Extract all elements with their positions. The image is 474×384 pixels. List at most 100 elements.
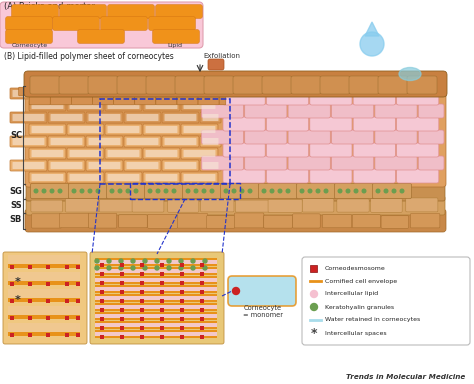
FancyBboxPatch shape xyxy=(25,83,446,187)
FancyBboxPatch shape xyxy=(182,184,221,199)
FancyBboxPatch shape xyxy=(292,214,320,228)
Bar xyxy=(180,334,184,339)
FancyBboxPatch shape xyxy=(188,87,209,96)
FancyBboxPatch shape xyxy=(60,5,107,18)
FancyBboxPatch shape xyxy=(51,90,82,97)
FancyBboxPatch shape xyxy=(337,199,369,212)
FancyBboxPatch shape xyxy=(146,150,177,157)
FancyBboxPatch shape xyxy=(124,136,161,147)
FancyBboxPatch shape xyxy=(168,200,199,212)
Circle shape xyxy=(148,189,152,193)
Circle shape xyxy=(131,266,135,270)
FancyBboxPatch shape xyxy=(30,76,60,94)
FancyBboxPatch shape xyxy=(67,148,104,159)
FancyBboxPatch shape xyxy=(264,215,292,228)
FancyBboxPatch shape xyxy=(331,130,374,144)
Circle shape xyxy=(324,189,328,193)
FancyBboxPatch shape xyxy=(145,184,183,199)
FancyBboxPatch shape xyxy=(166,87,187,96)
FancyBboxPatch shape xyxy=(10,136,47,147)
Circle shape xyxy=(134,189,138,193)
FancyBboxPatch shape xyxy=(82,87,103,96)
Bar xyxy=(95,323,217,326)
Circle shape xyxy=(362,189,366,193)
Circle shape xyxy=(186,189,190,193)
FancyBboxPatch shape xyxy=(156,96,177,105)
FancyBboxPatch shape xyxy=(50,96,71,105)
FancyBboxPatch shape xyxy=(108,126,139,133)
FancyBboxPatch shape xyxy=(181,148,218,159)
Circle shape xyxy=(233,288,239,295)
FancyBboxPatch shape xyxy=(29,100,66,111)
Bar xyxy=(76,316,80,320)
Bar xyxy=(100,298,104,303)
Bar xyxy=(95,286,217,291)
FancyBboxPatch shape xyxy=(31,174,64,181)
FancyBboxPatch shape xyxy=(375,156,417,170)
FancyBboxPatch shape xyxy=(418,104,444,118)
FancyBboxPatch shape xyxy=(89,213,117,228)
Circle shape xyxy=(202,189,206,193)
FancyBboxPatch shape xyxy=(29,148,66,159)
FancyBboxPatch shape xyxy=(371,199,402,212)
Bar xyxy=(140,271,144,275)
FancyBboxPatch shape xyxy=(353,169,395,183)
FancyBboxPatch shape xyxy=(108,150,139,157)
FancyBboxPatch shape xyxy=(67,124,104,135)
FancyBboxPatch shape xyxy=(107,184,146,199)
Text: Intercellular lipid: Intercellular lipid xyxy=(325,291,378,296)
FancyBboxPatch shape xyxy=(223,143,265,157)
FancyBboxPatch shape xyxy=(200,88,221,99)
FancyBboxPatch shape xyxy=(114,96,135,105)
Bar xyxy=(65,282,69,286)
FancyBboxPatch shape xyxy=(320,76,350,94)
FancyBboxPatch shape xyxy=(310,143,352,157)
FancyBboxPatch shape xyxy=(353,117,395,131)
FancyBboxPatch shape xyxy=(164,162,196,169)
FancyBboxPatch shape xyxy=(410,214,440,228)
FancyBboxPatch shape xyxy=(201,104,244,118)
Text: Intercellular spaces: Intercellular spaces xyxy=(325,331,387,336)
Bar xyxy=(46,299,50,303)
Bar xyxy=(76,299,80,303)
FancyBboxPatch shape xyxy=(181,172,218,183)
FancyBboxPatch shape xyxy=(353,91,395,105)
FancyBboxPatch shape xyxy=(114,78,135,87)
Bar xyxy=(100,326,104,329)
Circle shape xyxy=(96,189,100,193)
Bar xyxy=(160,290,164,293)
Bar xyxy=(95,336,217,338)
Bar xyxy=(140,326,144,329)
FancyBboxPatch shape xyxy=(164,114,196,121)
Circle shape xyxy=(194,189,198,193)
FancyBboxPatch shape xyxy=(146,102,177,109)
FancyBboxPatch shape xyxy=(29,124,66,135)
FancyBboxPatch shape xyxy=(175,76,205,94)
FancyBboxPatch shape xyxy=(407,76,437,94)
Circle shape xyxy=(164,189,168,193)
Bar xyxy=(100,280,104,285)
FancyBboxPatch shape xyxy=(375,104,417,118)
Bar xyxy=(160,271,164,275)
FancyBboxPatch shape xyxy=(162,136,199,147)
FancyBboxPatch shape xyxy=(70,150,101,157)
FancyBboxPatch shape xyxy=(155,5,202,18)
Circle shape xyxy=(143,259,147,263)
FancyBboxPatch shape xyxy=(397,91,439,105)
FancyBboxPatch shape xyxy=(200,136,221,147)
Bar xyxy=(140,316,144,321)
Bar xyxy=(8,306,80,315)
Bar xyxy=(8,281,80,285)
Bar xyxy=(180,298,184,303)
FancyBboxPatch shape xyxy=(201,130,244,144)
FancyBboxPatch shape xyxy=(288,104,330,118)
FancyBboxPatch shape xyxy=(262,76,292,94)
Bar xyxy=(8,255,80,264)
FancyBboxPatch shape xyxy=(202,90,219,97)
FancyBboxPatch shape xyxy=(10,88,47,99)
Text: Exfoliation: Exfoliation xyxy=(203,53,240,59)
FancyBboxPatch shape xyxy=(200,112,221,123)
FancyBboxPatch shape xyxy=(220,184,259,199)
Circle shape xyxy=(232,189,236,193)
FancyBboxPatch shape xyxy=(288,156,330,170)
